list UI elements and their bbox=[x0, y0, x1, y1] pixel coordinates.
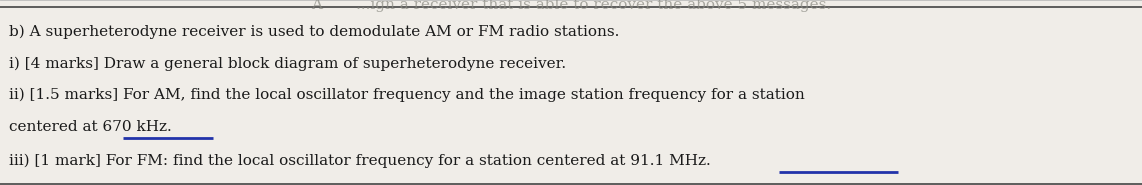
Text: i) [4 marks] Draw a general block diagram of superheterodyne receiver.: i) [4 marks] Draw a general block diagra… bbox=[9, 57, 566, 71]
Text: centered at 670 kHz.: centered at 670 kHz. bbox=[9, 120, 172, 134]
Text: A       ...ign a receiver that is able to recover the above 5 messages.: A ...ign a receiver that is able to reco… bbox=[311, 0, 831, 12]
Text: iii) [1 mark] For FM: find the local oscillator frequency for a station centered: iii) [1 mark] For FM: find the local osc… bbox=[9, 154, 710, 168]
Text: b) A superheterodyne receiver is used to demodulate AM or FM radio stations.: b) A superheterodyne receiver is used to… bbox=[9, 24, 619, 39]
Text: ii) [1.5 marks] For AM, find the local oscillator frequency and the image statio: ii) [1.5 marks] For AM, find the local o… bbox=[9, 88, 805, 102]
